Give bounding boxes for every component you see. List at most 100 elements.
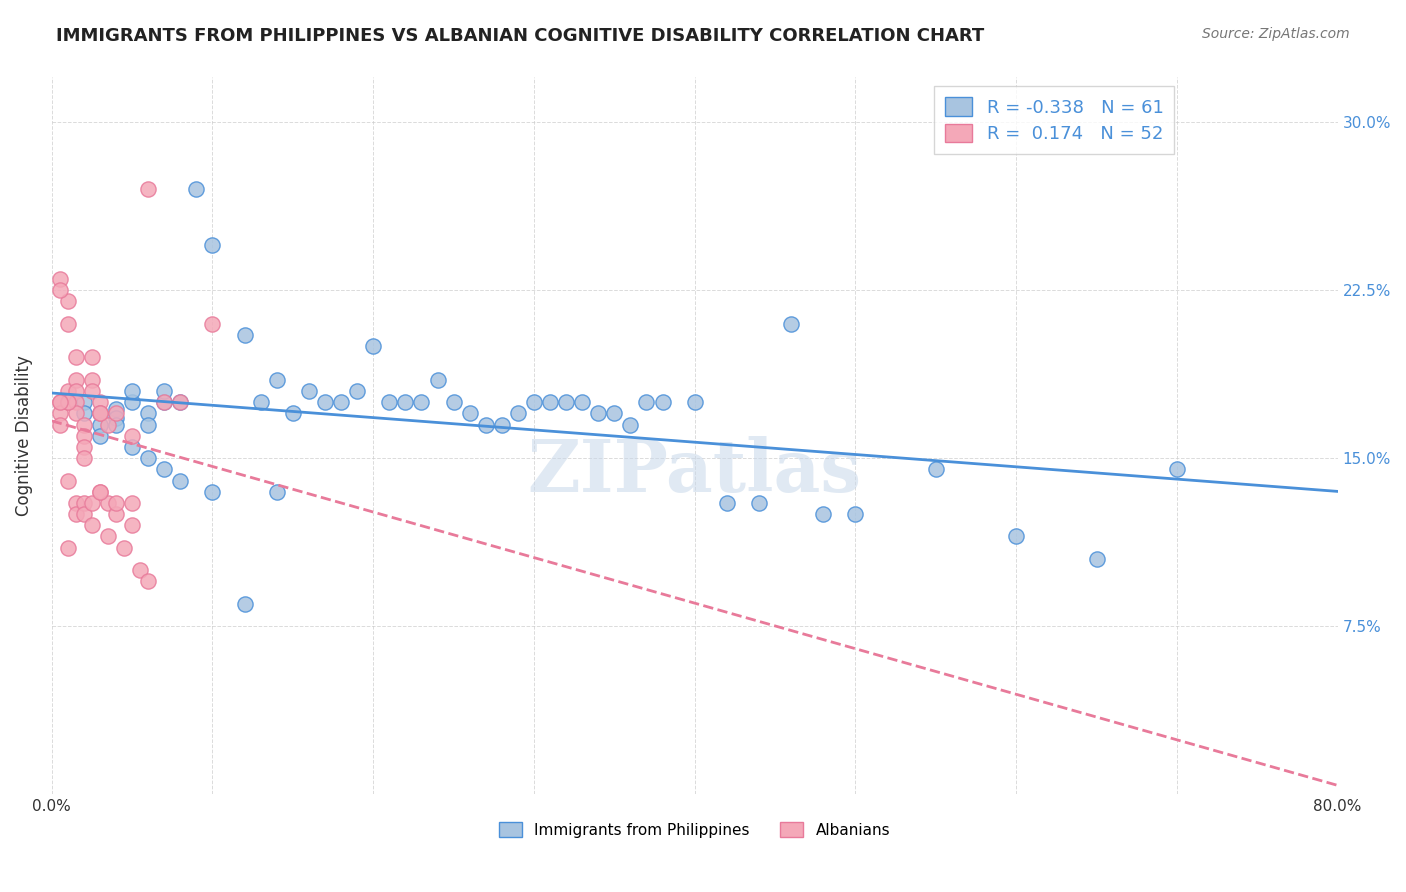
Point bbox=[56, 395, 79, 409]
Point bbox=[136, 574, 159, 589]
Point bbox=[716, 496, 738, 510]
Point bbox=[281, 406, 304, 420]
Point bbox=[233, 597, 256, 611]
Point bbox=[112, 541, 135, 555]
Point bbox=[89, 395, 111, 409]
Point bbox=[56, 474, 79, 488]
Point bbox=[1005, 529, 1028, 543]
Point bbox=[330, 395, 353, 409]
Point bbox=[56, 317, 79, 331]
Point bbox=[201, 484, 224, 499]
Point bbox=[89, 428, 111, 442]
Point bbox=[105, 401, 128, 416]
Point bbox=[121, 518, 143, 533]
Point bbox=[65, 395, 87, 409]
Legend: Immigrants from Philippines, Albanians: Immigrants from Philippines, Albanians bbox=[494, 815, 896, 844]
Point bbox=[105, 496, 128, 510]
Point bbox=[555, 395, 578, 409]
Point bbox=[683, 395, 706, 409]
Point bbox=[121, 428, 143, 442]
Point bbox=[49, 395, 72, 409]
Point bbox=[49, 406, 72, 420]
Point bbox=[56, 294, 79, 309]
Point bbox=[65, 496, 87, 510]
Point bbox=[233, 328, 256, 343]
Point bbox=[169, 395, 191, 409]
Point bbox=[129, 563, 152, 577]
Point bbox=[636, 395, 658, 409]
Point bbox=[97, 529, 120, 543]
Point bbox=[89, 406, 111, 420]
Point bbox=[844, 507, 866, 521]
Point bbox=[411, 395, 433, 409]
Point bbox=[571, 395, 593, 409]
Point bbox=[73, 428, 96, 442]
Point bbox=[586, 406, 609, 420]
Text: IMMIGRANTS FROM PHILIPPINES VS ALBANIAN COGNITIVE DISABILITY CORRELATION CHART: IMMIGRANTS FROM PHILIPPINES VS ALBANIAN … bbox=[56, 27, 984, 45]
Point bbox=[105, 417, 128, 432]
Point bbox=[80, 518, 103, 533]
Point bbox=[73, 417, 96, 432]
Point bbox=[153, 395, 176, 409]
Point bbox=[651, 395, 673, 409]
Point bbox=[49, 272, 72, 286]
Point bbox=[105, 406, 128, 420]
Point bbox=[266, 373, 288, 387]
Point bbox=[56, 541, 79, 555]
Point bbox=[73, 451, 96, 466]
Point bbox=[65, 406, 87, 420]
Point bbox=[506, 406, 529, 420]
Point bbox=[813, 507, 835, 521]
Point bbox=[89, 417, 111, 432]
Y-axis label: Cognitive Disability: Cognitive Disability bbox=[15, 355, 32, 516]
Point bbox=[73, 395, 96, 409]
Point bbox=[169, 395, 191, 409]
Point bbox=[80, 496, 103, 510]
Point bbox=[89, 406, 111, 420]
Point bbox=[394, 395, 416, 409]
Point bbox=[443, 395, 465, 409]
Point bbox=[346, 384, 368, 398]
Point bbox=[1166, 462, 1188, 476]
Point bbox=[121, 384, 143, 398]
Point bbox=[80, 384, 103, 398]
Point bbox=[105, 507, 128, 521]
Point bbox=[56, 395, 79, 409]
Point bbox=[97, 496, 120, 510]
Point bbox=[121, 496, 143, 510]
Point bbox=[136, 417, 159, 432]
Point bbox=[201, 317, 224, 331]
Point bbox=[491, 417, 513, 432]
Point bbox=[49, 417, 72, 432]
Point bbox=[266, 484, 288, 499]
Point bbox=[361, 339, 384, 353]
Point bbox=[603, 406, 626, 420]
Point bbox=[249, 395, 271, 409]
Point bbox=[73, 440, 96, 454]
Point bbox=[780, 317, 803, 331]
Point bbox=[65, 384, 87, 398]
Point bbox=[56, 384, 79, 398]
Point bbox=[169, 474, 191, 488]
Point bbox=[474, 417, 496, 432]
Point bbox=[73, 496, 96, 510]
Point bbox=[136, 451, 159, 466]
Point bbox=[89, 406, 111, 420]
Point bbox=[65, 373, 87, 387]
Point bbox=[73, 406, 96, 420]
Point bbox=[619, 417, 641, 432]
Point bbox=[925, 462, 948, 476]
Point bbox=[121, 395, 143, 409]
Point bbox=[186, 182, 208, 196]
Point bbox=[80, 373, 103, 387]
Point bbox=[80, 351, 103, 365]
Point bbox=[153, 384, 176, 398]
Point bbox=[1085, 552, 1108, 566]
Point bbox=[201, 238, 224, 252]
Point bbox=[153, 395, 176, 409]
Point bbox=[458, 406, 481, 420]
Point bbox=[89, 484, 111, 499]
Point bbox=[105, 410, 128, 425]
Point bbox=[136, 182, 159, 196]
Point bbox=[426, 373, 449, 387]
